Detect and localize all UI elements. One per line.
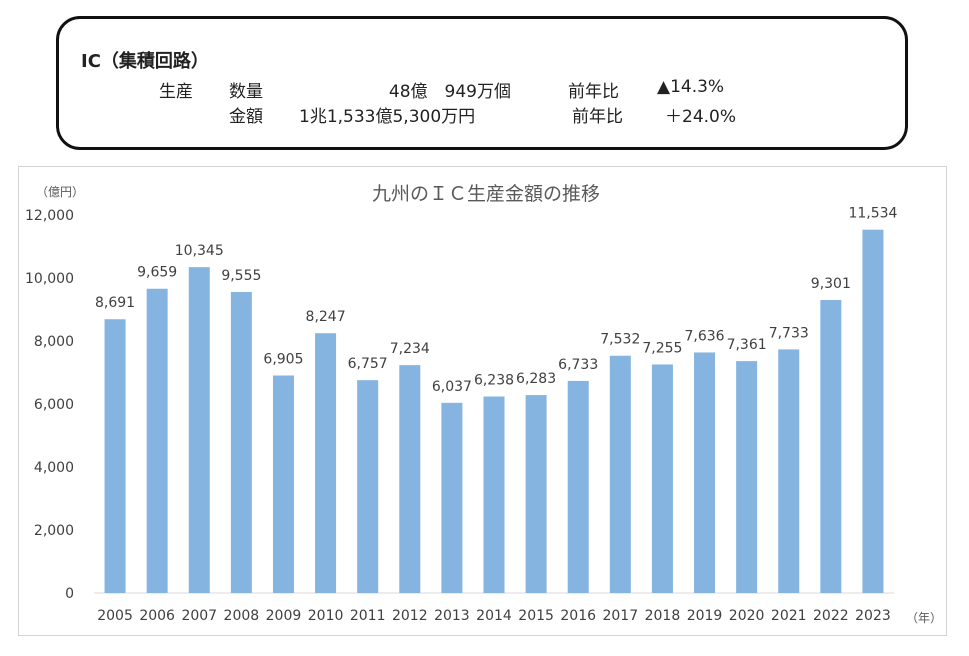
y-tick-label: 0: [65, 586, 74, 602]
x-axis-unit-label: （年）: [906, 611, 942, 625]
x-tick-label-2020: 2020: [729, 608, 765, 624]
bar-2009: [272, 375, 294, 593]
bar-2016: [567, 380, 589, 593]
x-tick-label-2013: 2013: [434, 608, 470, 624]
summary-title: IC（集積回路）: [81, 51, 209, 72]
quantity-value: 48億 949万個: [388, 82, 511, 102]
x-tick-label-2019: 2019: [687, 608, 723, 624]
x-tick-label-2021: 2021: [771, 608, 807, 624]
data-label-2013: 6,037: [432, 379, 472, 395]
x-tick-label-2006: 2006: [139, 608, 175, 624]
y-tick-label: 2,000: [34, 523, 74, 539]
x-tick-label-2010: 2010: [308, 608, 344, 624]
x-tick-label-2007: 2007: [181, 608, 217, 624]
bar-2013: [441, 402, 463, 593]
amount-label: 金額: [229, 107, 263, 127]
data-label-2015: 6,283: [516, 371, 556, 387]
data-label-2012: 7,234: [390, 341, 430, 357]
bar-2014: [483, 396, 505, 593]
bar-2012: [399, 365, 421, 593]
bar-2005: [104, 319, 126, 593]
data-label-2022: 9,301: [811, 276, 851, 292]
data-label-2010: 8,247: [306, 309, 346, 325]
bar-2019: [694, 352, 716, 593]
quantity-compare-label: 前年比: [568, 82, 619, 102]
data-label-2014: 6,238: [474, 373, 514, 389]
x-tick-label-2012: 2012: [392, 608, 428, 624]
bar-2018: [651, 364, 673, 593]
bar-2010: [315, 333, 337, 593]
bar-2008: [230, 292, 252, 593]
y-tick-label: 6,000: [34, 397, 74, 413]
data-label-2009: 6,905: [263, 351, 303, 367]
y-tick-label: 4,000: [34, 460, 74, 476]
bar-2023: [862, 229, 884, 593]
amount-compare-label: 前年比: [572, 107, 623, 127]
x-tick-label-2023: 2023: [855, 608, 891, 624]
data-label-2005: 8,691: [95, 295, 135, 311]
x-tick-label-2016: 2016: [560, 608, 596, 624]
y-tick-label: 8,000: [34, 334, 74, 350]
data-label-2020: 7,361: [727, 337, 767, 353]
x-tick-label-2011: 2011: [350, 608, 386, 624]
data-label-2021: 7,733: [769, 325, 809, 341]
y-tick-label: 10,000: [25, 271, 74, 287]
y-tick-label: 12,000: [25, 208, 74, 224]
x-tick-label-2017: 2017: [602, 608, 638, 624]
chart-title: 九州のＩＣ生産金額の推移: [372, 183, 600, 205]
quantity-compare-value: ▲14.3%: [657, 77, 725, 97]
category-label: 生産: [159, 82, 193, 102]
bar-2006: [146, 288, 168, 593]
x-tick-label-2005: 2005: [97, 608, 133, 624]
bar-2017: [609, 355, 631, 593]
data-label-2017: 7,532: [600, 332, 640, 348]
data-label-2007: 10,345: [175, 243, 224, 259]
bar-2011: [357, 380, 379, 593]
data-label-2023: 11,534: [848, 206, 897, 222]
bar-2022: [820, 300, 842, 593]
data-label-2018: 7,255: [642, 340, 682, 356]
amount-value: 1兆1,533億5,300万円: [299, 107, 476, 127]
data-label-2008: 9,555: [221, 268, 261, 284]
data-label-2006: 9,659: [137, 265, 177, 281]
bar-2021: [778, 349, 800, 593]
bar-group: 0 2,000 4,000 6,000 8,000 10,000 12,000 8,691 20…: [25, 206, 898, 624]
amount-compare-value: ＋24.0%: [665, 107, 737, 127]
data-label-2011: 6,757: [348, 356, 388, 372]
x-tick-label-2022: 2022: [813, 608, 849, 624]
x-tick-label-2008: 2008: [224, 608, 260, 624]
data-label-2016: 6,733: [558, 357, 598, 373]
bar-2015: [525, 395, 547, 593]
x-tick-label-2014: 2014: [476, 608, 512, 624]
summary-box: IC（集積回路） 生産 数量 48億 949万個 前年比 ▲14.3% 金額 1…: [56, 16, 908, 150]
data-label-2019: 7,636: [684, 328, 724, 344]
x-tick-label-2015: 2015: [518, 608, 554, 624]
bar-2020: [736, 361, 758, 593]
y-axis-unit-label: （億円）: [36, 185, 84, 199]
x-tick-label-2018: 2018: [645, 608, 681, 624]
x-tick-label-2009: 2009: [266, 608, 302, 624]
quantity-label: 数量: [229, 82, 263, 102]
bar-2007: [188, 267, 210, 593]
